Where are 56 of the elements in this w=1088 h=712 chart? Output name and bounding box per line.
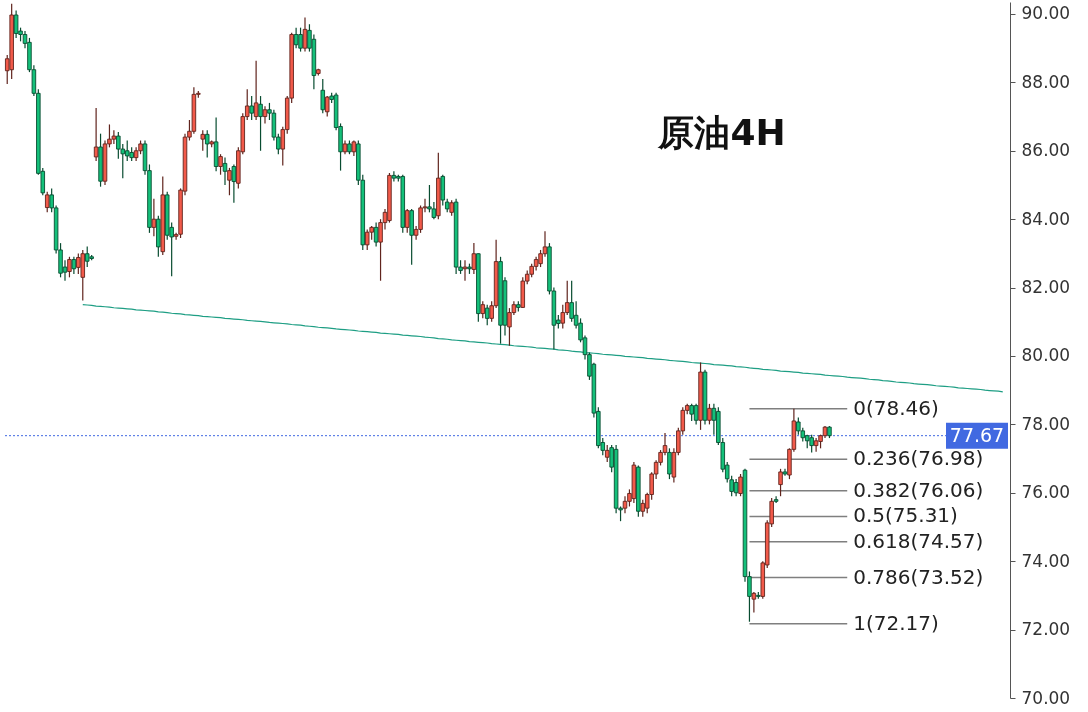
y-tick-label: 74.00	[1021, 550, 1071, 571]
candlestick	[778, 468, 783, 497]
candlestick	[67, 256, 72, 278]
y-tick-label: 80.00	[1021, 345, 1071, 366]
candlestick	[44, 191, 50, 213]
candlestick	[298, 27, 303, 53]
y-tick-label: 72.00	[1021, 619, 1071, 640]
ref-line-label: 0.786(73.52)	[853, 564, 984, 589]
candlestick	[773, 495, 779, 504]
candlestick	[151, 198, 157, 237]
ref-line-label: 0.618(74.57)	[853, 528, 984, 553]
candlestick	[440, 174, 446, 207]
y-tick-label: 76.00	[1021, 482, 1071, 503]
candlestick	[200, 129, 206, 152]
candlestick	[231, 163, 237, 204]
candlestick	[227, 167, 232, 196]
candlestick	[222, 157, 228, 186]
candlestick	[249, 95, 254, 121]
candlestick	[302, 16, 308, 53]
candlestick	[813, 437, 819, 453]
y-tick-label: 82.00	[1021, 277, 1071, 298]
y-tick-label: 78.00	[1021, 413, 1071, 434]
ref-line-label: 0.236(76.98)	[853, 446, 984, 471]
text: 原油4H	[657, 112, 786, 153]
candlestick	[293, 27, 299, 49]
candlestick	[738, 473, 743, 497]
ref-line-label: 1(72.17)	[853, 610, 939, 635]
y-tick-label: 86.00	[1021, 140, 1071, 161]
candlestick	[258, 95, 263, 152]
line-series	[82, 304, 1004, 393]
candlestick	[13, 9, 19, 39]
ref-line-label: 77.67	[949, 423, 1005, 446]
candlestick	[707, 403, 712, 425]
candlestick	[462, 259, 468, 282]
y-tick-label: 88.00	[1021, 71, 1071, 92]
ref-line-label: 0(78.46)	[853, 395, 939, 420]
candlestick	[471, 242, 477, 275]
candlestick	[84, 245, 90, 268]
y-tick-label: 90.00	[1021, 3, 1071, 24]
candlestick	[76, 252, 81, 275]
candlestick	[124, 139, 130, 162]
candlestick	[667, 447, 672, 480]
y-tick-label: 84.00	[1021, 208, 1071, 229]
candlestick	[80, 249, 86, 302]
candlestick	[204, 129, 210, 159]
y-tick-label: 70.00	[1021, 687, 1071, 708]
candlestick	[560, 304, 566, 330]
candlestick	[218, 153, 223, 176]
ref-line-label: 0.5(75.31)	[853, 503, 958, 528]
ref-line-label: 0.382(76.06)	[853, 477, 984, 502]
candlestick	[320, 78, 326, 114]
candlestick	[484, 304, 490, 326]
candlestick	[404, 208, 410, 234]
candlestick	[364, 228, 370, 251]
candlestick	[324, 95, 330, 118]
candlestick	[93, 107, 99, 162]
